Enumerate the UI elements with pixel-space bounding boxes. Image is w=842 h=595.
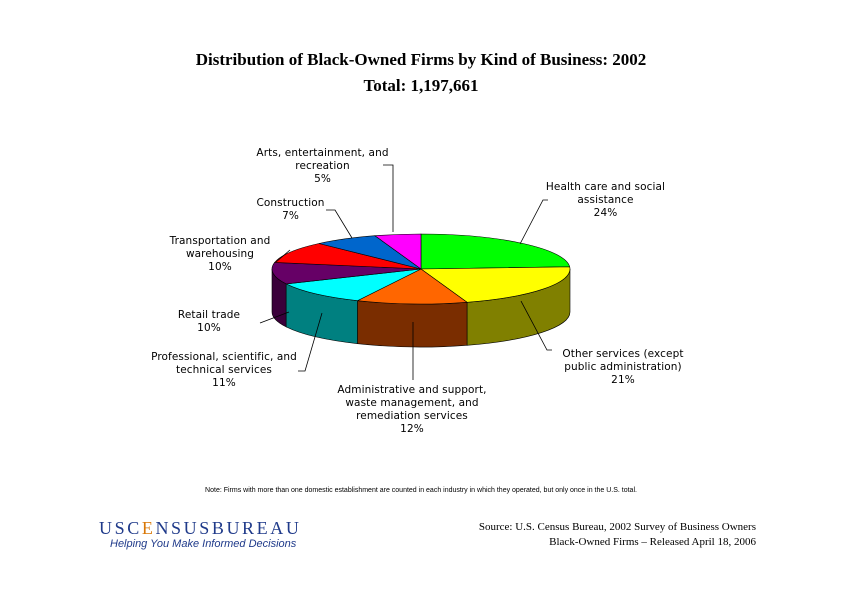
footnote: Note: Firms with more than one domestic … [205,487,637,494]
slice-label-line: Arts, entertainment, and [256,147,389,159]
pie-slice-transportation-and-warehousing [274,243,422,270]
leader-line-retail-trade [259,311,290,324]
slice-label-line: assistance [577,194,634,206]
chart-title: Distribution of Black-Owned Firms by Kin… [195,50,647,69]
leader-line-transportation-and-warehousing [275,249,291,263]
slice-percent: 12% [400,423,424,435]
chart-subtitle: Total: 1,197,661 [363,76,479,95]
pie-side-administrative-and-support-waste-management-and-remediation-services [357,300,468,348]
slice-label-arts-entertainment-and-recreation: Arts, entertainment, and recreation 5% [250,147,395,186]
slice-label-line: Construction [256,197,325,209]
leader-line-construction [326,209,353,239]
slice-percent: 11% [212,377,236,389]
slice-percent: 5% [314,173,331,185]
census-logo: USCENSUSBUREAU [99,518,302,538]
slice-label-line: remediation services [356,410,468,422]
source-line-2: Black-Owned Firms – Released April 18, 2… [549,536,756,548]
leader-line-professional-scientific-and-technical-services [298,312,323,372]
slice-label-line: waste management, and [345,397,479,409]
pie-slice-arts-entertainment-and-recreation [374,233,422,270]
slice-label-retail-trade: Retail trade 10% [168,309,250,335]
slice-percent: 10% [197,322,221,334]
slice-label-line: Other services (except [562,348,684,360]
slice-percent: 24% [593,207,618,219]
leader-line-other-services-except-public-administration [520,300,552,351]
leader-line-arts-entertainment-and-recreation [383,164,394,232]
slice-label-line: Health care and social [545,181,666,193]
slice-label-administrative-and-support-waste-management-and-remediation-services: Administrative and support, waste managem… [327,384,497,436]
slice-label-other-services-except-public-administration: Other services (except public administrat… [548,348,698,387]
slice-label-line: public administration) [564,361,682,373]
slice-percent: 7% [282,210,299,222]
slice-label-construction: Construction 7% [243,197,338,223]
slice-label-line: recreation [295,160,350,172]
slice-label-line: Professional, scientific, and [151,351,297,363]
slice-label-transportation-and-warehousing: Transportation and warehousing 10% [160,235,280,274]
slice-percent: 21% [611,374,635,386]
slice-label-line: technical services [176,364,272,376]
slice-label-line: Transportation and [169,235,271,247]
slice-percent: 10% [208,261,232,273]
slice-label-professional-scientific-and-technical-services: Professional, scientific, and technical s… [148,351,300,390]
pie-slice-health-care-and-social-assistance [420,233,571,270]
pie-slice-professional-scientific-and-technical-services [285,268,422,301]
pie-slice-other-services-except-public-administration [420,266,571,303]
slice-label-line: Retail trade [177,309,241,321]
source-line-1: Source: U.S. Census Bureau, 2002 Survey … [478,521,756,533]
slice-label-health-care-and-social-assistance: Health care and social assistance 24% [538,181,673,220]
slice-label-line: Administrative and support, [337,384,487,396]
leader-line-health-care-and-social-assistance [519,199,548,245]
pie-slice-retail-trade [271,262,422,285]
slice-label-line: warehousing [185,248,255,260]
pie-slice-administrative-and-support-waste-management-and-remediation-services [356,268,468,305]
source-text: Source: U.S. Census Bureau, 2002 Survey … [479,520,756,550]
logo-tagline: Helping You Make Informed Decisions [110,538,297,550]
